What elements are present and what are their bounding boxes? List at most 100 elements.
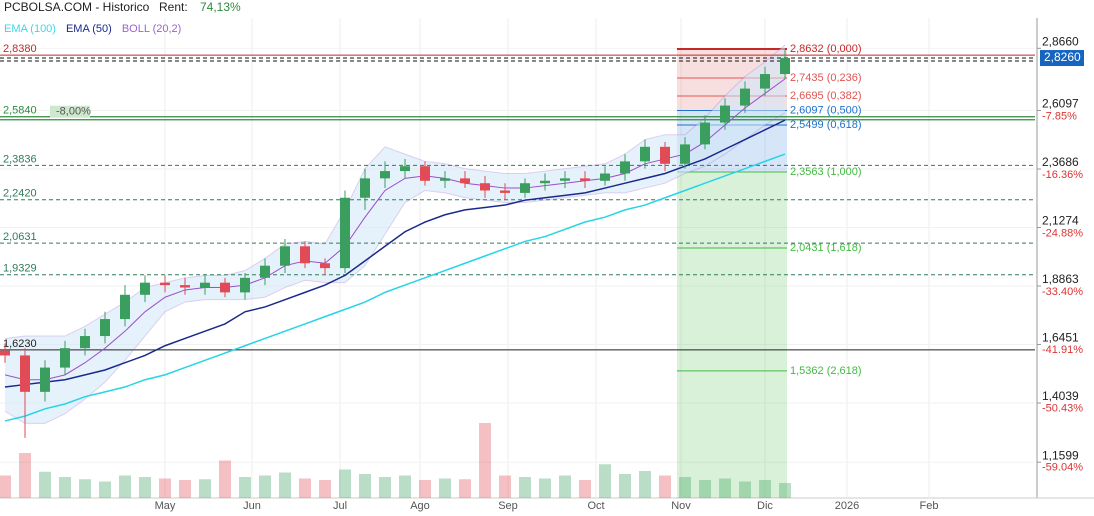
volume-bar [539, 478, 551, 498]
volume-bar [259, 475, 271, 498]
y2-tick-label: -59.04% [1042, 462, 1083, 474]
volume-bar [179, 480, 191, 498]
y-tick-label: 2,6097 [1042, 97, 1079, 111]
x-tick-label: Oct [587, 500, 604, 512]
change-box [50, 105, 90, 118]
last-price-box [1040, 50, 1084, 67]
fib-label: 2,8632 (0,000) [790, 43, 862, 55]
volume-bar [279, 472, 291, 498]
volume-bar [359, 474, 371, 498]
candle-body [220, 282, 230, 293]
fib-label: 2,3563 (1,000) [790, 166, 862, 178]
candle-body [500, 190, 510, 193]
candle-body [80, 336, 90, 349]
fib-label: 2,7435 (0,236) [790, 72, 862, 84]
candle-body [360, 178, 370, 198]
y-tick-label: 2,8660 [1042, 34, 1079, 48]
volume-bar [519, 477, 531, 498]
boll-middle [4, 78, 786, 381]
candle-body [660, 146, 670, 164]
volume-bar [239, 477, 251, 498]
volume-bar [619, 474, 631, 498]
y2-tick-label: -7.85% [1042, 111, 1077, 123]
x-tick-label: Feb [920, 500, 939, 512]
ema-50 [4, 119, 786, 388]
volume-bar [699, 480, 711, 498]
price-line-label: 2,8380 [3, 43, 37, 55]
candle-body [680, 144, 690, 164]
candle-body [160, 282, 170, 286]
candle-body [100, 319, 110, 337]
x-tick-label: Ago [410, 500, 430, 512]
change-label: -8,00% [56, 106, 91, 118]
x-tick-label: Jun [243, 500, 261, 512]
volume-bar [659, 475, 671, 498]
fib-label: 1,5362 (2,618) [790, 365, 862, 377]
candle-body [40, 367, 50, 392]
volume-bar [79, 479, 91, 498]
volume-bar [299, 478, 311, 498]
candle-body [700, 122, 710, 145]
fib-label: 2,6695 (0,382) [790, 90, 862, 102]
y-tick-label: 1,8863 [1042, 272, 1079, 286]
y-tick-label: 2,3686 [1042, 155, 1079, 169]
candle-body [640, 146, 650, 162]
fib-label: 2,0431 (1,618) [790, 242, 862, 254]
candle-body [340, 197, 350, 269]
price-line-label: 2,0631 [3, 231, 37, 243]
candle-body [720, 105, 730, 123]
candle-body [300, 246, 310, 264]
price-line-label: 2,3836 [3, 153, 37, 165]
x-tick-label: May [155, 500, 176, 512]
candle-body [460, 178, 470, 184]
candle-body [140, 282, 150, 295]
candle-body [480, 183, 490, 191]
volume-bar [339, 469, 351, 498]
y-tick-label: 1,1599 [1042, 448, 1079, 462]
ema-100 [4, 153, 786, 422]
volume-bar [319, 480, 331, 498]
legend-entry: EMA (100) [4, 23, 56, 35]
candle-body [780, 58, 790, 75]
volume-bar [139, 477, 151, 498]
candle-body [120, 294, 130, 320]
volume-bar [39, 471, 51, 498]
x-tick-label: Jul [333, 500, 347, 512]
volume-bar [779, 483, 791, 498]
volume-bar [379, 477, 391, 498]
boll-lower [4, 112, 786, 424]
candle-body [600, 173, 610, 181]
candle-body [380, 171, 390, 179]
price-line-label: 1,6230 [3, 338, 37, 350]
x-tick-label: Dic [757, 500, 773, 512]
volume-bar [199, 479, 211, 498]
volume-bar [479, 423, 491, 498]
candle-body [260, 265, 270, 278]
candle-body [280, 246, 290, 266]
candle-body [20, 355, 30, 392]
candle-body [560, 178, 570, 181]
y2-tick-label: -33.40% [1042, 286, 1083, 298]
candle-body [200, 282, 210, 288]
volume-bar [119, 475, 131, 498]
candle-body [760, 74, 770, 89]
volume-bar [19, 453, 31, 498]
last-price-label: 2,8260 [1044, 50, 1081, 64]
candle-body [0, 350, 10, 356]
volume-bar [579, 480, 591, 498]
candle-body [60, 348, 70, 368]
candle-body [520, 183, 530, 193]
site-title: PCBOLSA.COM - Historico [4, 0, 150, 14]
y-tick-label: 1,6451 [1042, 331, 1079, 345]
volume-bar [679, 477, 691, 498]
rent-label: Rent: [159, 0, 188, 14]
y2-tick-label: -41.91% [1042, 344, 1083, 356]
price-line-label: 2,2420 [3, 188, 37, 200]
volume-bar [499, 475, 511, 498]
y-tick-label: 1,4039 [1042, 389, 1079, 403]
candle-body [620, 161, 630, 174]
candle-body [580, 178, 590, 181]
y-tick-label: 2,1274 [1042, 214, 1079, 228]
candle-body [180, 285, 190, 288]
y2-tick-label: -50.43% [1042, 403, 1083, 415]
